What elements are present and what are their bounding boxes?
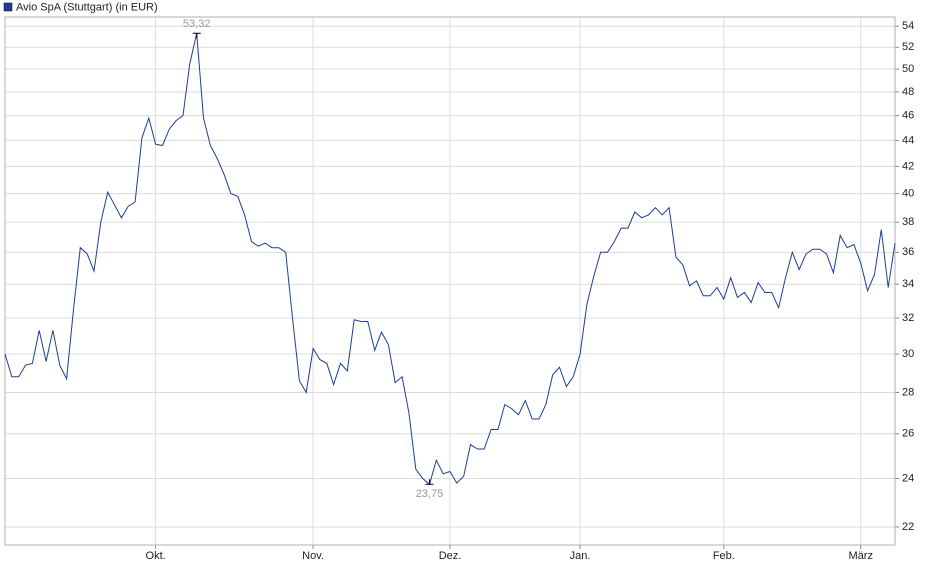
y-tick-label: 44 [902, 134, 914, 146]
y-tick-label: 24 [902, 472, 914, 484]
y-tick-label: 40 [902, 187, 914, 199]
price-line [4, 33, 896, 486]
y-tick-label: 46 [902, 110, 914, 122]
x-tick-label: Jan. [570, 550, 591, 562]
x-tick-label: Okt. [146, 550, 166, 562]
y-tick-label: 36 [902, 246, 914, 258]
legend-swatch [3, 2, 13, 12]
y-tick-label: 30 [902, 348, 914, 360]
plot-frame [4, 16, 896, 546]
x-tick-label: März [849, 550, 873, 562]
y-tick-label: 26 [902, 428, 914, 440]
y-tick-label: 22 [902, 521, 914, 533]
y-tick-label: 38 [902, 216, 914, 228]
y-tick-label: 52 [902, 41, 914, 53]
value-label: 23,75 [416, 488, 444, 500]
y-tick-label: 34 [902, 278, 914, 290]
legend-label: Avio SpA (Stuttgart) (in EUR) [16, 1, 158, 13]
y-tick-label: 54 [902, 20, 914, 32]
x-tick-label: Dez. [439, 550, 462, 562]
y-tick-label: 42 [902, 160, 914, 172]
y-tick-label: 48 [902, 86, 914, 98]
value-label: 53,32 [183, 18, 211, 30]
y-tick-label: 32 [902, 312, 914, 324]
x-tick-label: Nov. [302, 550, 324, 562]
y-tick-label: 28 [902, 386, 914, 398]
y-tick-label: 50 [902, 63, 914, 75]
x-tick-label: Feb. [713, 550, 735, 562]
